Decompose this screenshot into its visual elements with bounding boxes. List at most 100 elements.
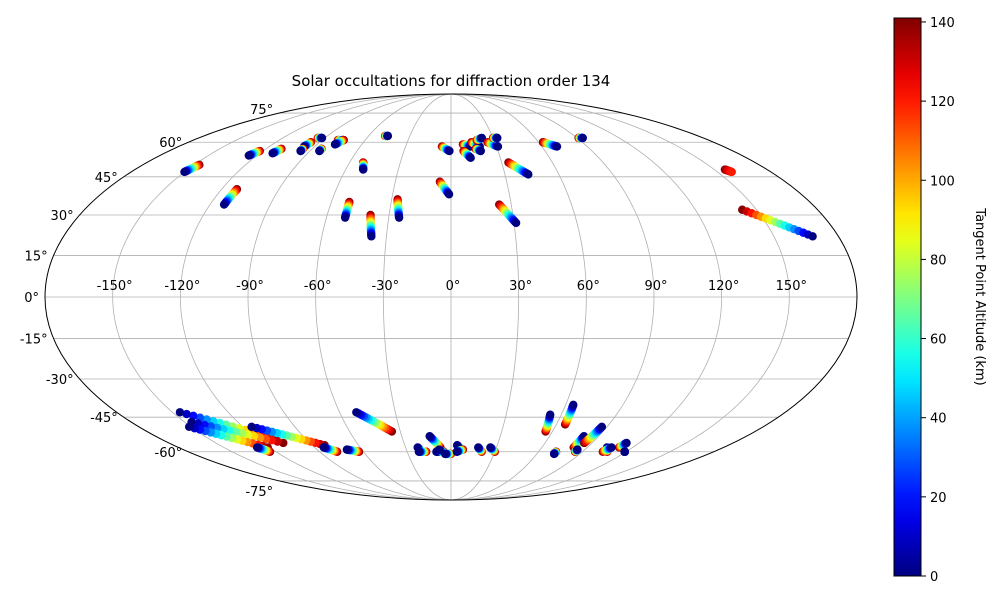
data-point xyxy=(359,165,368,174)
data-point xyxy=(493,142,503,151)
data-point xyxy=(383,131,393,141)
latitude-tick-label: 45° xyxy=(95,171,118,186)
grid xyxy=(45,94,857,500)
occultation-track-north-06 xyxy=(296,144,308,156)
occultation-track-north-29 xyxy=(720,165,736,177)
data-point xyxy=(573,445,582,454)
latitude-tick-label: 75° xyxy=(250,103,273,118)
longitude-tick-label: 90° xyxy=(644,279,667,294)
occultation-track-south-17 xyxy=(474,443,486,456)
data-point xyxy=(352,408,361,417)
occultation-track-north-07 xyxy=(313,133,327,143)
longitude-tick-label: -90° xyxy=(236,279,264,294)
data-point xyxy=(622,438,631,448)
colorbar-tick-label: 80 xyxy=(930,253,947,268)
longitude-gridline xyxy=(382,94,452,500)
longitude-tick-label: -30° xyxy=(371,279,399,294)
data-point xyxy=(552,142,562,151)
data-point xyxy=(524,170,533,179)
longitude-gridline xyxy=(179,94,452,500)
colorbar-tick-label: 60 xyxy=(930,333,947,348)
data-point xyxy=(244,151,253,160)
data-point xyxy=(268,149,277,158)
occultation-track-south-20 xyxy=(560,400,578,429)
data-point xyxy=(607,443,616,452)
latitude-tick-label: -30° xyxy=(46,373,74,388)
data-point xyxy=(597,422,607,432)
occultation-track-north-25 xyxy=(504,158,533,179)
data-point xyxy=(340,213,350,222)
colorbar-tick-label: 0 xyxy=(930,570,938,585)
longitude-tick-label: 30° xyxy=(509,279,532,294)
data-point xyxy=(476,146,485,156)
occultation-track-north-08 xyxy=(315,144,326,156)
occultation-track-south-05 xyxy=(252,443,275,456)
data-point xyxy=(219,200,229,209)
occultation-track-north-26 xyxy=(494,200,521,228)
colorbar-tick-label: 120 xyxy=(930,95,955,110)
map-boundary xyxy=(44,93,858,501)
occultation-track-north-16 xyxy=(437,142,454,156)
occultation-track-south-28 xyxy=(620,447,629,456)
data-point xyxy=(367,232,376,241)
data-point xyxy=(546,410,555,419)
occultation-track-north-24 xyxy=(488,133,502,143)
data-point xyxy=(578,133,587,143)
data-point xyxy=(414,447,424,456)
colorbar-tick-label: 100 xyxy=(930,174,955,189)
longitude-gridline xyxy=(315,94,452,500)
latitude-tick-label: 0° xyxy=(24,291,39,306)
longitude-tick-label: 120° xyxy=(708,279,739,294)
data-point xyxy=(330,140,340,149)
data-point xyxy=(620,447,629,456)
data-point xyxy=(441,449,450,459)
data-point xyxy=(474,443,483,452)
occultation-track-north-12 xyxy=(380,131,393,141)
data-points xyxy=(175,131,817,459)
occultation-track-south-10 xyxy=(414,447,431,456)
occultation-track-north-03 xyxy=(219,185,242,209)
colorbar-label: Tangent Point Altitude (km) xyxy=(972,207,987,385)
data-point xyxy=(445,146,454,156)
data-point xyxy=(466,153,475,163)
data-point xyxy=(394,213,404,222)
colorbar-tick-label: 40 xyxy=(930,412,947,427)
longitude-tick-label: 150° xyxy=(776,279,807,294)
occultation-track-south-19 xyxy=(541,410,555,436)
occultation-track-south-08 xyxy=(352,408,397,436)
data-point xyxy=(182,409,191,419)
data-point xyxy=(511,218,521,228)
occultation-track-north-02 xyxy=(244,146,264,160)
latitude-tick-label: -15° xyxy=(20,333,48,348)
occultation-track-north-27 xyxy=(538,138,562,151)
longitude-tick-labels: -150° -120° -90° -60° -30° 0° 30° 60° 90° 120° 150… xyxy=(97,279,807,294)
data-point xyxy=(486,443,495,452)
occultation-track-north-01 xyxy=(180,160,204,177)
occultation-track-north-19 xyxy=(459,146,475,163)
data-point xyxy=(252,443,262,452)
longitude-tick-label: -150° xyxy=(97,279,133,294)
occultation-track-north-28 xyxy=(574,133,587,143)
colorbar-tick-label: 20 xyxy=(930,491,947,506)
data-point xyxy=(319,443,328,452)
latitude-tick-label: 60° xyxy=(159,136,182,151)
longitude-tick-label: 0° xyxy=(446,279,461,294)
occultation-track-south-27 xyxy=(598,443,616,456)
occultation-track-south-18 xyxy=(486,443,499,456)
data-point xyxy=(342,445,352,454)
occultation-track-north-21 xyxy=(471,144,485,156)
data-point xyxy=(452,447,462,456)
longitude-tick-label: -60° xyxy=(304,279,332,294)
occultation-track-south-21 xyxy=(549,447,561,459)
data-point xyxy=(296,146,305,156)
chart-title: Solar occultations for diffraction order… xyxy=(292,72,611,90)
occultation-track-north-22 xyxy=(472,133,487,145)
latitude-tick-label: -60° xyxy=(155,446,183,461)
latitude-tick-label: 15° xyxy=(25,249,48,264)
occultation-track-north-13 xyxy=(340,197,354,222)
occultation-track-south-06 xyxy=(319,443,342,456)
occultation-track-north-04 xyxy=(268,144,286,158)
data-point xyxy=(180,167,189,177)
